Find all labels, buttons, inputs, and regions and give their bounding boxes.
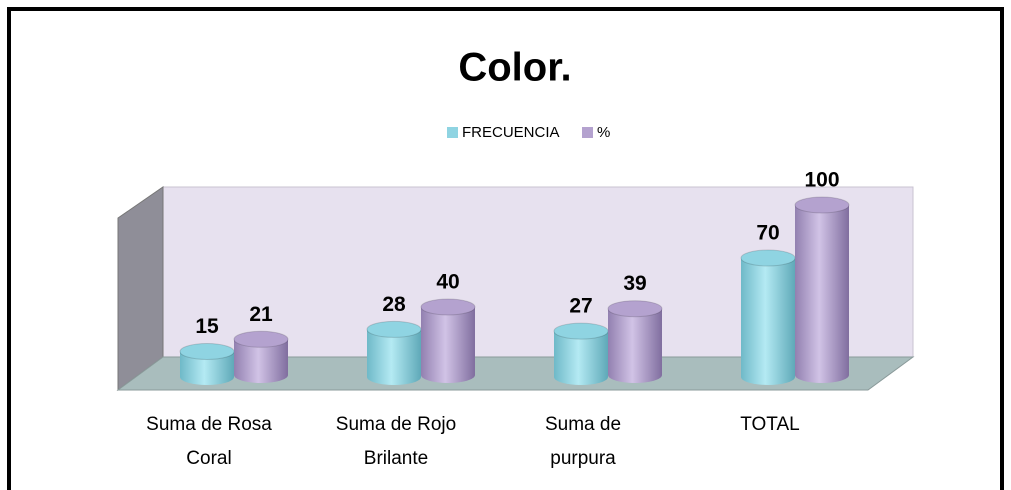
cylinder-top	[553, 322, 609, 340]
chart-title: Color.	[458, 46, 571, 90]
cylinder	[367, 329, 421, 385]
legend-label: FRECUENCIA	[462, 124, 560, 141]
data-label: 100	[804, 169, 839, 192]
data-label: 15	[195, 315, 219, 338]
cylinder	[741, 258, 795, 385]
data-label: 21	[249, 303, 273, 326]
cylinder-top	[794, 196, 850, 214]
cylinder-top	[420, 298, 476, 316]
cylinder-top	[179, 343, 235, 360]
chart-border	[7, 7, 1004, 490]
cylinder-top	[740, 249, 796, 267]
data-label: 28	[382, 293, 406, 316]
x-tick-label: TOTAL	[740, 414, 800, 435]
floor	[116, 356, 915, 391]
cylinder-top	[607, 300, 663, 318]
cylinder	[234, 339, 288, 383]
cylinder	[795, 205, 849, 383]
cylinder	[554, 331, 608, 385]
cylinder	[608, 308, 662, 383]
legend-label: %	[597, 124, 610, 141]
data-label: 39	[623, 272, 646, 295]
legend-swatch	[447, 127, 458, 138]
side-wall	[117, 186, 164, 391]
cylinder	[421, 307, 475, 383]
legend-swatch	[582, 127, 593, 138]
data-label: 27	[569, 295, 592, 318]
x-tick-label: Suma de Rosa Coral	[146, 414, 272, 469]
cylinder-top	[233, 330, 289, 348]
cylinder	[180, 351, 234, 385]
cylinder-top	[366, 320, 422, 338]
x-tick-label: Suma de purpura	[544, 414, 622, 469]
data-label: 70	[756, 222, 779, 245]
x-tick-label: Suma de Rojo Brilante	[335, 414, 457, 469]
data-label: 40	[436, 271, 459, 294]
